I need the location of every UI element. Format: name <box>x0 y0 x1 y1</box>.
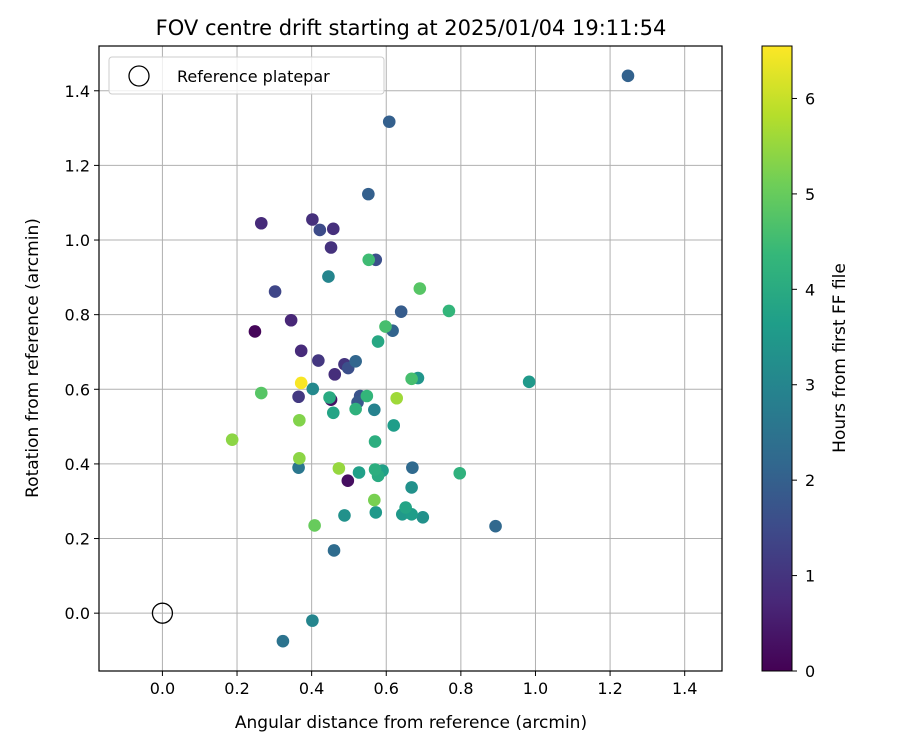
data-point <box>326 222 340 236</box>
data-point <box>341 474 355 488</box>
data-point <box>399 501 412 514</box>
data-point <box>312 354 325 367</box>
colorbar-tick-label: 2 <box>805 471 815 490</box>
data-point <box>522 375 536 389</box>
data-points <box>225 69 635 648</box>
x-tick-label: 0.8 <box>448 679 473 698</box>
data-point <box>338 509 351 522</box>
data-point <box>362 253 376 267</box>
data-point <box>225 433 239 446</box>
data-point <box>313 223 327 237</box>
data-point <box>390 391 403 405</box>
data-point <box>294 376 308 390</box>
data-point <box>379 320 392 333</box>
data-point <box>382 115 396 129</box>
y-tick-label: 0.8 <box>65 306 90 325</box>
data-point <box>323 391 336 404</box>
data-point <box>405 481 418 494</box>
colorbar: 0 1 2 3 4 5 6 Hours from first FF file <box>761 45 850 681</box>
data-point <box>453 466 467 480</box>
data-point <box>368 493 381 507</box>
colorbar-gradient <box>761 45 793 672</box>
data-point <box>416 510 430 524</box>
data-point <box>489 519 502 533</box>
data-point <box>254 216 268 230</box>
chart-title: FOV centre drift starting at 2025/01/04 … <box>156 16 667 40</box>
data-point <box>387 419 401 432</box>
data-point <box>405 372 418 386</box>
colorbar-tick-label: 4 <box>805 280 815 299</box>
data-point <box>284 313 298 327</box>
colorbar-tick-label: 6 <box>805 89 815 108</box>
data-point <box>368 463 382 476</box>
x-tick-label: 0.4 <box>299 679 324 698</box>
data-point <box>413 282 427 295</box>
x-axis: 0.0 0.2 0.4 0.6 0.8 1.0 1.2 1.4 <box>150 671 697 698</box>
data-point <box>327 544 341 557</box>
data-point <box>308 519 321 532</box>
data-point <box>306 382 320 396</box>
data-point <box>406 461 419 474</box>
reference-platepar-marker <box>151 602 174 624</box>
y-tick-label: 1.4 <box>65 82 90 101</box>
y-axis-label: Rotation from reference (arcmin) <box>23 218 43 498</box>
colorbar-label: Hours from first FF file <box>830 263 850 453</box>
data-point <box>276 634 290 648</box>
data-point <box>326 406 340 420</box>
y-axis: 0.0 0.2 0.4 0.6 0.8 1.0 1.2 1.4 <box>65 82 99 623</box>
x-tick-label: 1.4 <box>672 679 697 698</box>
x-tick-label: 0.2 <box>224 679 249 698</box>
data-point <box>293 452 306 465</box>
legend-label: Reference platepar <box>177 67 330 86</box>
data-point <box>368 435 382 448</box>
data-point <box>292 390 305 404</box>
data-point <box>368 403 381 417</box>
colorbar-ticks: 0 1 2 3 4 5 6 <box>792 89 815 681</box>
y-tick-label: 0.2 <box>65 530 90 549</box>
data-point <box>442 304 456 318</box>
colorbar-tick-label: 5 <box>805 185 815 204</box>
y-tick-label: 0.4 <box>65 455 90 474</box>
data-point <box>394 305 408 318</box>
data-point <box>621 69 635 83</box>
data-point <box>322 270 335 283</box>
x-tick-label: 0.0 <box>150 679 175 698</box>
y-tick-label: 0.0 <box>65 604 90 623</box>
colorbar-tick-label: 1 <box>805 567 815 586</box>
x-axis-label: Angular distance from reference (arcmin) <box>235 713 587 733</box>
data-point <box>362 187 375 201</box>
data-point <box>293 413 306 427</box>
colorbar-tick-label: 3 <box>805 376 815 395</box>
plot-frame <box>98 45 723 672</box>
data-point <box>292 461 305 474</box>
data-point <box>306 614 319 627</box>
data-point <box>294 344 308 358</box>
data-point <box>360 389 374 403</box>
y-tick-label: 0.6 <box>65 380 90 399</box>
data-point <box>254 386 268 400</box>
x-tick-label: 1.2 <box>597 679 622 698</box>
legend: Reference platepar <box>108 56 385 95</box>
colorbar-tick-label: 0 <box>805 662 815 681</box>
x-tick-label: 0.6 <box>374 679 399 698</box>
y-tick-label: 1.2 <box>65 156 90 175</box>
data-point <box>306 213 319 226</box>
data-point <box>352 466 366 479</box>
data-point <box>328 368 342 381</box>
legend-box <box>108 56 385 95</box>
data-point <box>349 402 362 416</box>
x-tick-label: 1.0 <box>523 679 548 698</box>
y-tick-label: 1.0 <box>65 231 90 250</box>
legend-marker-icon <box>128 65 150 87</box>
data-point <box>324 241 338 254</box>
data-point <box>349 354 362 368</box>
data-point <box>332 462 346 475</box>
data-point <box>371 335 385 348</box>
data-point <box>369 506 383 519</box>
data-point <box>248 325 262 338</box>
data-point <box>268 285 282 298</box>
